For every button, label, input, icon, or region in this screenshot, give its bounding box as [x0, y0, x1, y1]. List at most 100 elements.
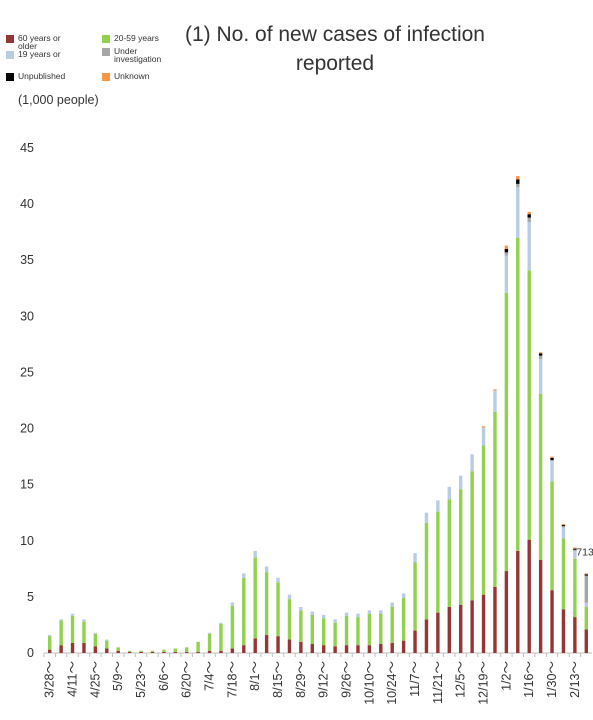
y-axis-unit-label: (1,000 people)	[18, 93, 99, 107]
bar-segment	[333, 646, 337, 653]
y-tick-label: 5	[27, 590, 34, 604]
bar-segment	[573, 550, 577, 559]
bar-segment	[436, 511, 440, 613]
bar-segment	[185, 651, 189, 653]
bar-segment	[185, 647, 189, 652]
x-tick-label: 7/18～	[225, 661, 239, 698]
bar-segment	[561, 526, 566, 528]
bar-segment	[459, 475, 463, 490]
bar-segment	[93, 633, 98, 647]
bar-segment	[196, 641, 200, 652]
bar-segment	[527, 211, 531, 215]
y-tick-label: 0	[27, 646, 34, 660]
bar-segment	[70, 613, 75, 616]
bar-segment	[264, 572, 269, 636]
legend-label: 60 years or older	[18, 33, 61, 51]
bar-segment	[276, 636, 280, 653]
bar-segment	[322, 614, 326, 619]
bar-segment	[481, 594, 486, 653]
bar-segment	[561, 538, 566, 610]
bar-segment	[436, 500, 440, 512]
bar-segment	[219, 650, 223, 653]
legend-swatch	[102, 48, 110, 56]
bar-segment	[527, 217, 531, 223]
bar-segment	[196, 651, 200, 653]
bar-segment	[173, 651, 177, 653]
bar-segment	[48, 649, 52, 653]
bar-segment	[447, 606, 451, 653]
legend-swatch	[6, 73, 14, 81]
bar-segment	[230, 648, 235, 653]
bar-segment	[550, 456, 554, 458]
bar-segment	[516, 176, 520, 180]
bar-segment	[527, 539, 531, 653]
bar-segment	[322, 618, 326, 646]
bar-segment	[310, 611, 314, 615]
bar-segment	[504, 252, 509, 256]
bar-segment	[516, 550, 520, 653]
bar-segment	[344, 612, 349, 616]
bar-segment	[150, 650, 155, 652]
bar-segment	[264, 566, 269, 573]
bar-segment	[242, 577, 246, 646]
bar-segment	[173, 648, 177, 652]
bar-segment	[253, 557, 257, 639]
y-tick-label: 40	[20, 197, 34, 211]
bar-segment	[230, 602, 235, 606]
bar-segment	[207, 632, 212, 634]
bar-segment	[105, 640, 109, 649]
legend-item-19-under: 19 years or younger	[6, 50, 74, 60]
y-tick-label: 45	[20, 141, 34, 155]
bar-segment	[561, 609, 566, 653]
bar-segment	[424, 512, 429, 523]
bar-segment	[401, 593, 406, 599]
bar-segment	[538, 353, 543, 356]
bar-segment	[504, 249, 509, 253]
bar-segment	[299, 606, 303, 611]
bar-segment	[390, 642, 394, 653]
bar-segment	[550, 461, 554, 482]
bar-segment	[550, 481, 554, 591]
bar-segment	[287, 599, 292, 640]
bar-segment	[356, 613, 360, 618]
chart-title: (1) No. of new cases of infection report…	[185, 23, 485, 75]
bar-segment	[356, 645, 360, 653]
x-tick-label: 11/7～	[408, 661, 422, 697]
bar-segment	[162, 651, 166, 653]
bar-segment	[459, 604, 463, 653]
bar-segment	[401, 598, 406, 641]
bar-segment	[493, 390, 497, 412]
bar-segment	[516, 237, 520, 551]
x-tick-label: 3/28～	[43, 661, 57, 698]
bar-segment	[538, 358, 543, 394]
bar-segment	[253, 550, 257, 558]
x-tick-label: 5/23～	[134, 661, 148, 698]
x-tick-label: 10/24～	[385, 661, 399, 705]
bar-segment	[561, 527, 566, 539]
bar-segment	[356, 617, 360, 646]
bar-segment	[48, 635, 52, 637]
y-tick-label: 20	[20, 422, 34, 436]
bar-segment	[470, 600, 474, 653]
bar-segment	[207, 633, 212, 651]
bar-segment	[584, 575, 588, 603]
x-tick-label: 12/19～	[477, 661, 491, 705]
bar-segment	[493, 411, 497, 587]
bar-segment	[584, 602, 588, 607]
x-tick-label: 1/2～	[499, 661, 513, 691]
bar-segment	[584, 574, 588, 576]
bar-segment	[344, 645, 349, 653]
bar-segment	[70, 642, 75, 653]
bar-segment	[390, 602, 394, 607]
bar-segment	[93, 632, 98, 634]
x-tick-label: 1/30～	[545, 661, 559, 698]
x-tick-label: 9/12～	[317, 661, 331, 698]
bar-segment	[116, 650, 120, 653]
bar-segment	[527, 270, 531, 540]
x-tick-label: 8/1～	[248, 661, 262, 691]
bar-segment	[573, 558, 577, 618]
x-tick-label: 1/16～	[522, 661, 536, 698]
bar-segment	[527, 214, 531, 218]
legend-label: 19 years or younger	[18, 50, 61, 60]
bar-segment	[105, 648, 109, 653]
